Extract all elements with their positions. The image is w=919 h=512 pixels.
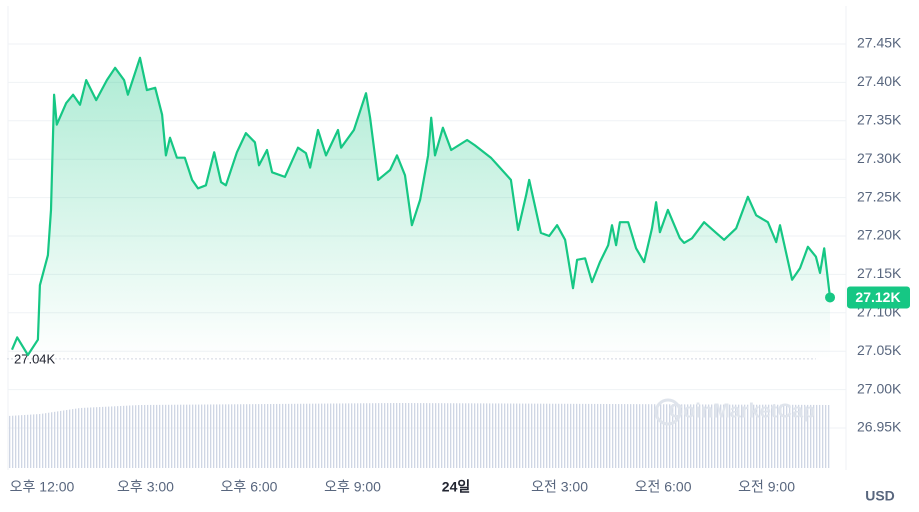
last-point — [825, 292, 836, 303]
area — [11, 57, 831, 359]
x-tick-label: 오후 9:00 — [324, 479, 381, 495]
x-tick-label: 오후 12:00 — [10, 479, 75, 495]
x-tick-label: 오전 6:00 — [635, 479, 692, 495]
x-tick-label: 오전 3:00 — [531, 479, 588, 495]
y-tick-label: 27.35K — [857, 112, 902, 128]
y-tick-label: 27.20K — [857, 227, 902, 243]
x-tick-label: 오전 9:00 — [738, 479, 795, 495]
y-tick-label: 27.25K — [857, 188, 902, 204]
x-tick-label: 오후 3:00 — [117, 479, 174, 495]
y-tick-label: 27.05K — [857, 342, 902, 358]
watermark-logo — [654, 398, 682, 426]
y-tick-label: 27.40K — [857, 73, 902, 89]
y-tick-label: 27.15K — [857, 265, 902, 281]
y-unit: USD — [865, 488, 895, 504]
price-line — [10, 56, 832, 357]
y-tick-label: 26.95K — [857, 419, 902, 435]
x-tick-label: 오후 6:00 — [221, 479, 278, 495]
watermark: CoinMarketCap — [669, 400, 816, 422]
y-tick-label: 27.45K — [857, 35, 902, 51]
price-tag — [847, 286, 910, 309]
x-tick-label: 24일 — [442, 479, 470, 495]
price-tag-label: 27.12K — [855, 289, 900, 305]
volume-bars — [8, 403, 830, 468]
y-tick-label: 27.00K — [857, 380, 902, 396]
y-tick-label: 27.30K — [857, 150, 902, 166]
